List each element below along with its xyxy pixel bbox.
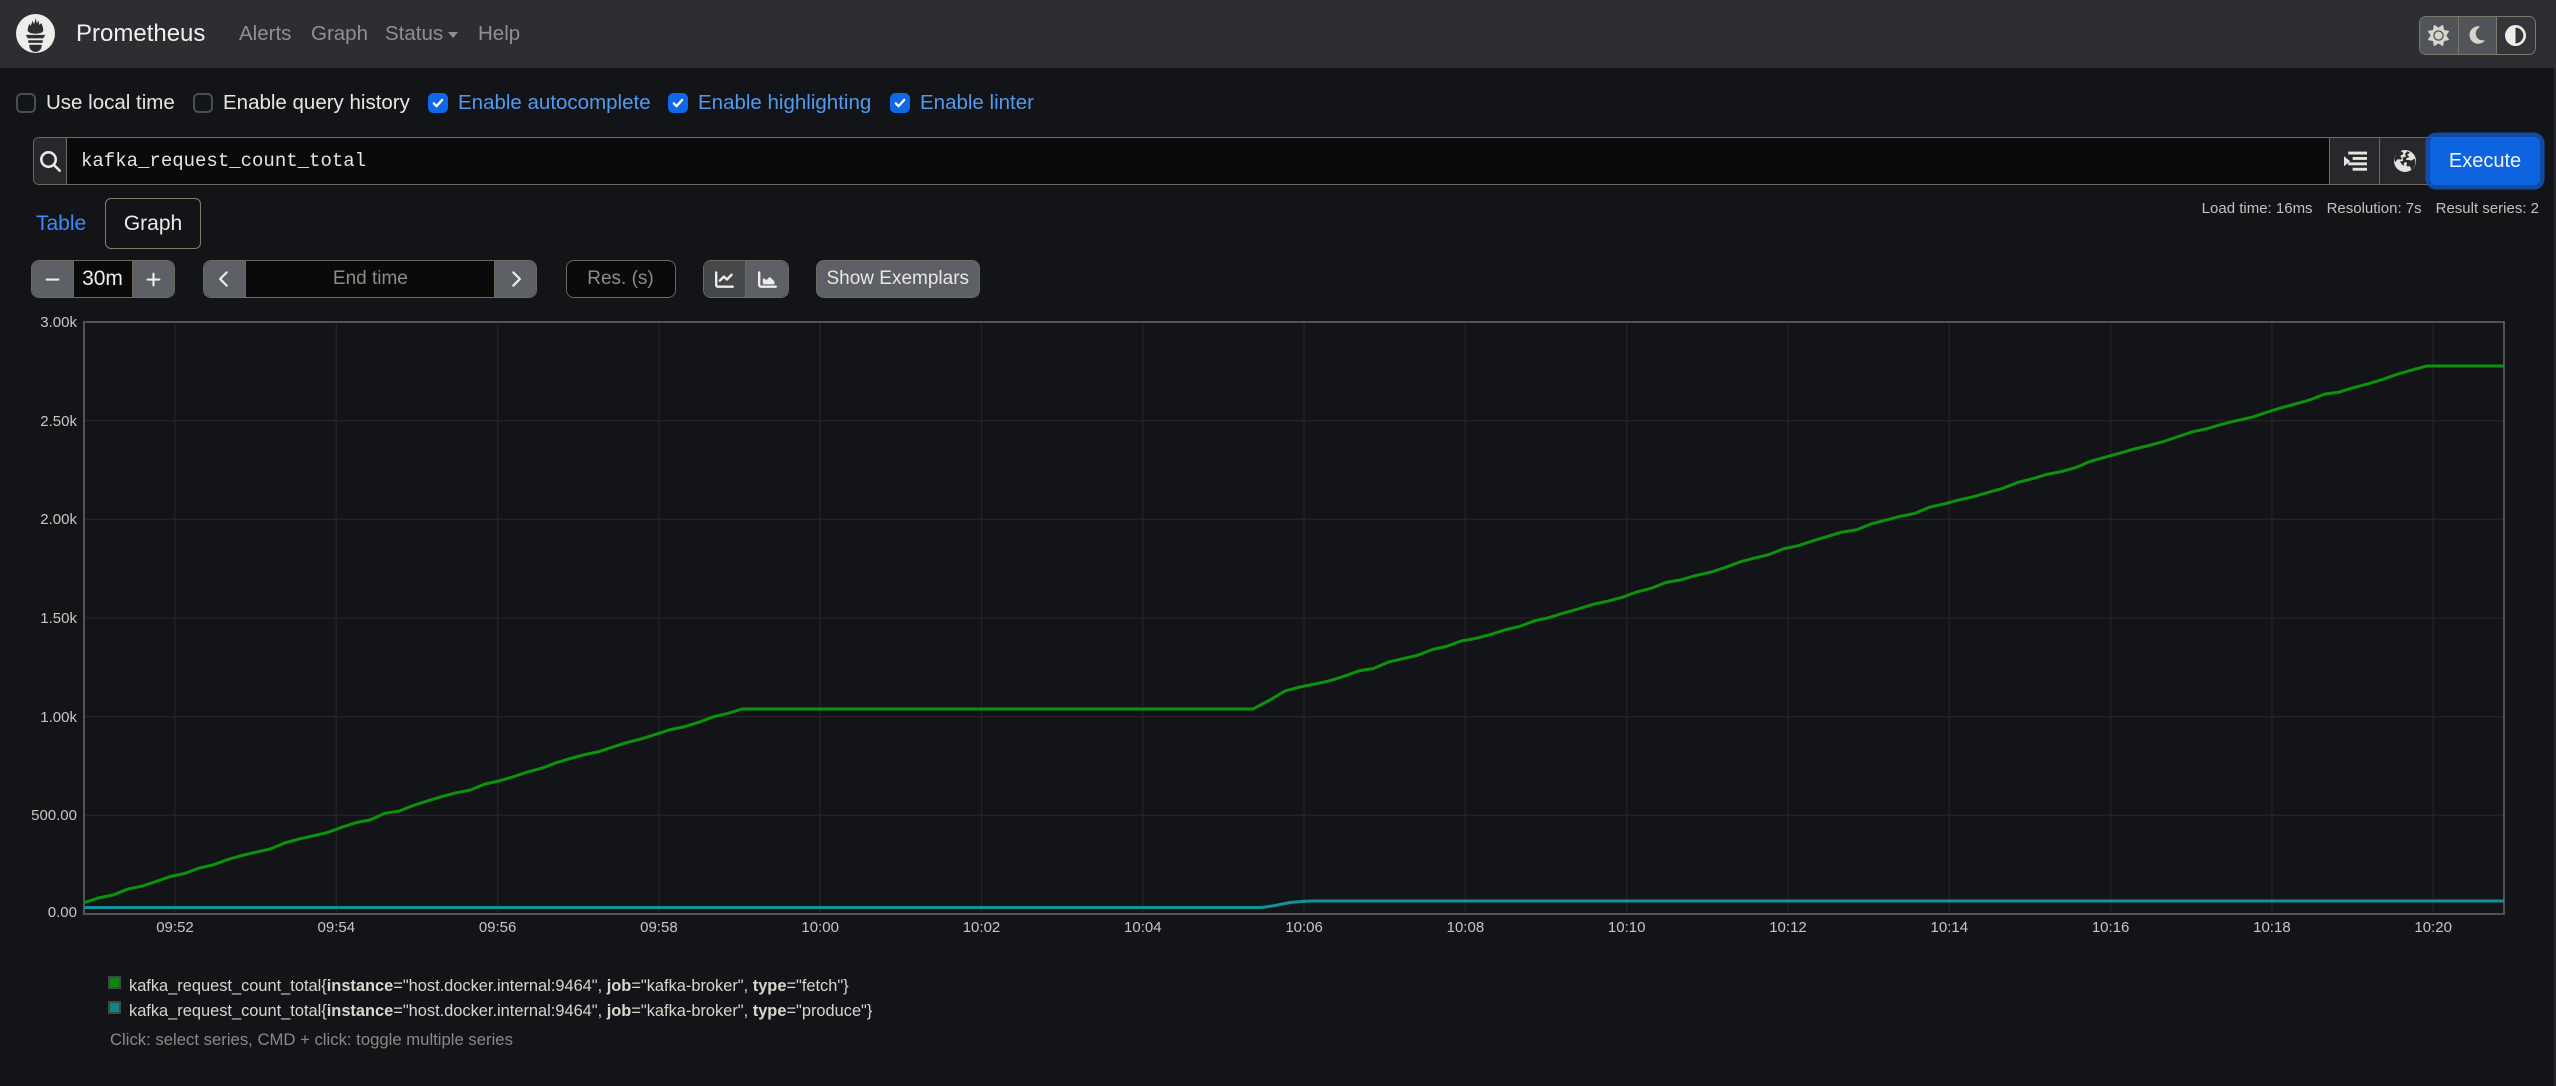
svg-text:09:56: 09:56	[479, 919, 517, 936]
svg-text:10:00: 10:00	[801, 919, 839, 936]
svg-text:1.50k: 1.50k	[40, 610, 77, 627]
svg-text:1.00k: 1.00k	[40, 709, 77, 726]
svg-text:10:16: 10:16	[2092, 919, 2130, 936]
svg-text:10:02: 10:02	[963, 919, 1001, 936]
svg-text:500.00: 500.00	[31, 807, 77, 824]
svg-text:0.00: 0.00	[48, 904, 77, 921]
svg-text:09:58: 09:58	[640, 919, 678, 936]
svg-text:2.50k: 2.50k	[40, 413, 77, 430]
svg-text:10:04: 10:04	[1124, 919, 1162, 936]
svg-text:10:12: 10:12	[1769, 919, 1807, 936]
svg-text:10:06: 10:06	[1285, 919, 1323, 936]
svg-text:10:10: 10:10	[1608, 919, 1646, 936]
svg-text:09:52: 09:52	[156, 919, 194, 936]
svg-text:09:54: 09:54	[318, 919, 356, 936]
svg-text:10:18: 10:18	[2253, 919, 2291, 936]
svg-text:3.00k: 3.00k	[40, 314, 77, 331]
svg-text:10:20: 10:20	[2414, 919, 2452, 936]
svg-text:2.00k: 2.00k	[40, 511, 77, 528]
svg-text:10:14: 10:14	[1931, 919, 1969, 936]
svg-text:10:08: 10:08	[1447, 919, 1485, 936]
